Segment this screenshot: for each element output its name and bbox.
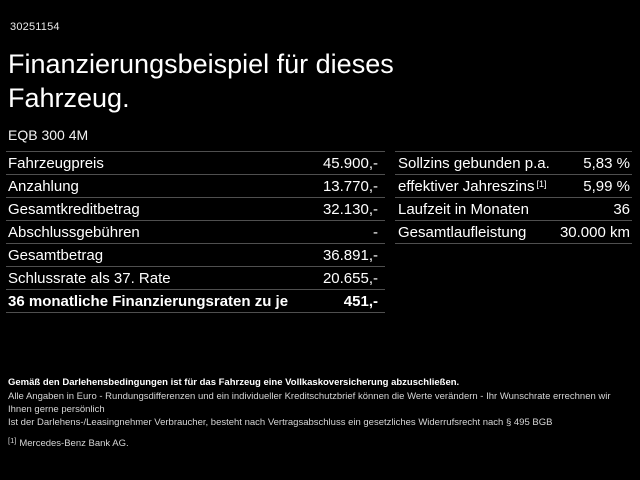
page-title: Finanzierungsbeispiel für dieses Fahrzeu… — [8, 49, 394, 113]
row-label: 36 monatliche Finanzierungsraten zu je — [8, 292, 289, 310]
row-value: 20.655,- — [322, 269, 378, 287]
model-name: EQB 300 4M — [8, 127, 89, 143]
table-row-gesamtkreditbetrag: Gesamtkreditbetrag 32.130,- — [6, 198, 385, 221]
row-value: - — [373, 223, 378, 241]
row-value: 45.900,- — [322, 154, 378, 172]
row-label: Anzahlung — [8, 177, 79, 195]
row-label: Gesamtlaufleistung — [398, 223, 527, 241]
table-row-laufzeit: Laufzeit in Monaten 36 — [395, 198, 632, 221]
table-row-schlussrate: Schlussrate als 37. Rate 20.655,- — [6, 267, 385, 290]
footnote-marker: [1] — [8, 436, 17, 445]
values-note: Alle Angaben in Euro - Rundungsdifferenz… — [8, 391, 611, 415]
reference-text: Mercedes-Benz Bank AG. — [19, 438, 129, 449]
table-row-anzahlung: Anzahlung 13.770,- — [6, 175, 385, 198]
row-value: 5,99 % — [583, 177, 630, 195]
conditions-table: Sollzins gebunden p.a. 5,83 % effektiver… — [395, 151, 632, 244]
table-row-gesamtbetrag: Gesamtbetrag 36.891,- — [6, 244, 385, 267]
row-label: Gesamtbetrag — [8, 246, 104, 264]
legal-footer: Gemäß den Darlehensbedingungen ist für d… — [8, 376, 634, 449]
row-label: effektiver Jahreszins — [398, 177, 535, 195]
withdrawal-note: Ist der Darlehens-/Leasingnehmer Verbrau… — [8, 417, 553, 428]
reference-note: [1] Mercedes-Benz Bank AG. — [8, 436, 634, 449]
table-row-sollzins: Sollzins gebunden p.a. 5,83 % — [395, 152, 632, 175]
row-value: 451,- — [343, 292, 378, 310]
row-value: 13.770,- — [322, 177, 378, 195]
row-value: 36 — [613, 200, 630, 218]
table-row-monatsrate: 36 monatliche Finanzierungsraten zu je 4… — [6, 290, 385, 313]
row-label: Schlussrate als 37. Rate — [8, 269, 171, 287]
row-label: Abschlussgebühren — [8, 223, 140, 241]
row-value: 36.891,- — [322, 246, 378, 264]
vehicle-id: 30251154 — [10, 21, 60, 33]
insurance-note: Gemäß den Darlehensbedingungen ist für d… — [8, 377, 460, 388]
row-label: Laufzeit in Monaten — [398, 200, 529, 218]
financing-table: Fahrzeugpreis 45.900,- Anzahlung 13.770,… — [6, 151, 385, 313]
footnote-marker: [1] — [536, 178, 547, 189]
row-label: Sollzins gebunden p.a. — [398, 154, 550, 172]
table-row-gesamtlaufleistung: Gesamtlaufleistung 30.000 km — [395, 221, 632, 244]
table-row-abschlussgebuehren: Abschlussgebühren - — [6, 221, 385, 244]
table-row-effektiver-jahreszins: effektiver Jahreszins [1] 5,99 % — [395, 175, 632, 198]
row-value: 32.130,- — [322, 200, 378, 218]
row-label: Gesamtkreditbetrag — [8, 200, 140, 218]
table-row-fahrzeugpreis: Fahrzeugpreis 45.900,- — [6, 152, 385, 175]
row-label: Fahrzeugpreis — [8, 154, 104, 172]
row-value: 30.000 km — [559, 223, 630, 241]
row-value: 5,83 % — [583, 154, 630, 172]
